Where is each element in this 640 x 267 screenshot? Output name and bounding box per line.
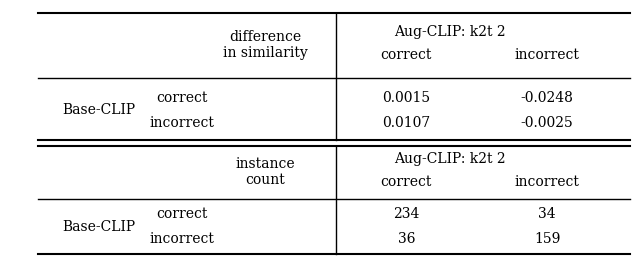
Text: Aug-CLIP: k2t 2: Aug-CLIP: k2t 2 [394, 25, 505, 38]
Text: 0.0107: 0.0107 [382, 116, 431, 130]
Text: correct: correct [381, 175, 432, 189]
Text: Aug-CLIP: k2t 2: Aug-CLIP: k2t 2 [394, 152, 505, 166]
Text: -0.0248: -0.0248 [521, 91, 573, 105]
Text: incorrect: incorrect [515, 48, 580, 62]
Text: Base-CLIP: Base-CLIP [63, 103, 136, 117]
Text: correct: correct [157, 207, 208, 221]
Text: correct: correct [157, 91, 208, 105]
Text: 234: 234 [393, 207, 420, 221]
Text: incorrect: incorrect [515, 175, 580, 189]
Text: correct: correct [381, 48, 432, 62]
Text: incorrect: incorrect [150, 231, 215, 246]
Text: -0.0025: -0.0025 [521, 116, 573, 130]
Text: difference
in similarity: difference in similarity [223, 30, 308, 60]
Text: Base-CLIP: Base-CLIP [63, 219, 136, 234]
Text: incorrect: incorrect [150, 116, 215, 130]
Text: 34: 34 [538, 207, 556, 221]
Text: instance
count: instance count [236, 157, 296, 187]
Text: 0.0015: 0.0015 [382, 91, 431, 105]
Text: 36: 36 [397, 231, 415, 246]
Text: 159: 159 [534, 231, 561, 246]
